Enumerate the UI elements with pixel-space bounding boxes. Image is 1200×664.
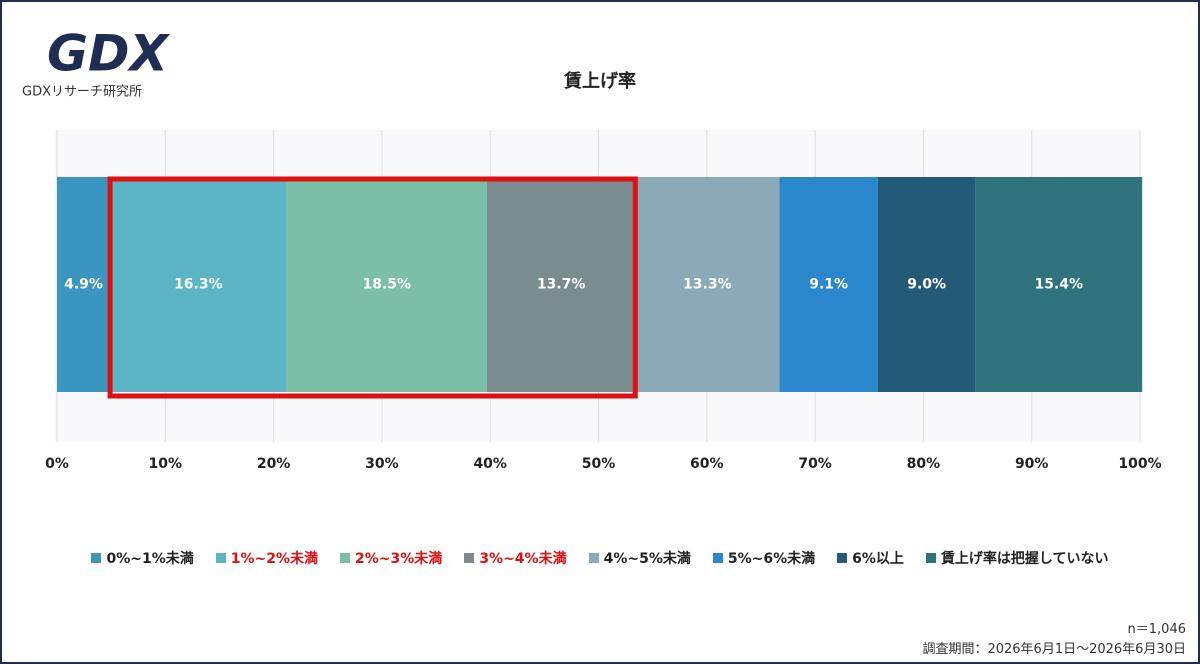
legend-item: 4%~5%未満 [588, 548, 691, 568]
bar-segment [286, 177, 487, 392]
chart: GDX GDXリサーチ研究所 賃上げ率 0% 10% 20% 30% 40% 50% 60%… [22, 25, 1162, 473]
legend-label: 1%~2%未満 [230, 551, 319, 567]
legend-label: 6%以上 [852, 551, 904, 567]
x-tick-label: 70% [798, 456, 832, 472]
x-tick-label: 80% [907, 456, 941, 472]
legend-swatch [91, 553, 102, 563]
legend-item: 0%~1%未満 [91, 548, 194, 568]
legend-item: 3%~4%未満 [464, 548, 567, 568]
data-label: 18.5% [362, 277, 411, 293]
legend: 0%~1%未満 1%~2%未満 2%~3%未満 3%~4%未満 4%~5%未満 5%~6%… [2, 548, 1198, 568]
bar-segment [975, 177, 1143, 392]
x-tick-label: 0% [45, 456, 69, 472]
bar-segment [486, 177, 636, 392]
x-tick-label: 20% [257, 456, 291, 472]
x-tick-label: 100% [1118, 456, 1161, 472]
legend-label: 5%~6%未満 [727, 551, 816, 567]
x-tick-label: 40% [473, 456, 507, 472]
bar-segment [110, 177, 287, 392]
legend-label: 2%~3%未満 [355, 551, 443, 567]
legend-swatch [925, 553, 936, 563]
bar-segment [877, 177, 976, 392]
legend-item: 5%~6%未満 [712, 548, 816, 568]
logo: GDX [47, 25, 171, 83]
legend-item: 賃上げ率は把握していない [925, 548, 1109, 568]
x-tick-label: 10% [149, 456, 183, 472]
data-label: 9.1% [809, 277, 848, 293]
data-label: 9.0% [907, 277, 946, 293]
legend-swatch [712, 553, 723, 563]
legend-swatch [215, 553, 226, 563]
data-label: 15.4% [1034, 277, 1083, 293]
legend-item: 6%以上 [837, 548, 904, 568]
bar-segment [635, 177, 780, 392]
data-label: 16.3% [174, 277, 223, 293]
x-tick-label: 90% [1015, 456, 1049, 472]
data-label: 4.9% [64, 277, 103, 293]
legend-label: 0%~1%未満 [106, 551, 194, 567]
bar-segment [57, 177, 111, 392]
x-tick-label: 50% [582, 456, 616, 472]
legend-swatch [837, 553, 848, 563]
sample-size: n＝1,046 [1127, 622, 1186, 637]
x-tick-label: 60% [690, 456, 724, 472]
legend-swatch [464, 553, 475, 563]
bar-segment [779, 177, 878, 392]
chart-title: 賃上げ率 [563, 70, 636, 92]
survey-period: 調査期間：2026年6月1日～2026年6月30日 [922, 642, 1186, 657]
highlight-box [107, 176, 638, 399]
logo-caption: GDXリサーチ研究所 [22, 85, 142, 100]
x-tick-label: 30% [365, 456, 399, 472]
legend-item: 1%~2%未満 [215, 548, 319, 568]
legend-swatch [588, 553, 599, 563]
legend-label: 賃上げ率は把握していない [940, 551, 1109, 567]
data-label: 13.7% [537, 277, 586, 293]
legend-item: 2%~3%未満 [340, 548, 442, 568]
legend-label: 4%~5%未満 [603, 551, 691, 567]
data-label: 13.3% [683, 277, 732, 293]
legend-swatch [340, 553, 351, 563]
legend-label: 3%~4%未満 [479, 551, 567, 567]
